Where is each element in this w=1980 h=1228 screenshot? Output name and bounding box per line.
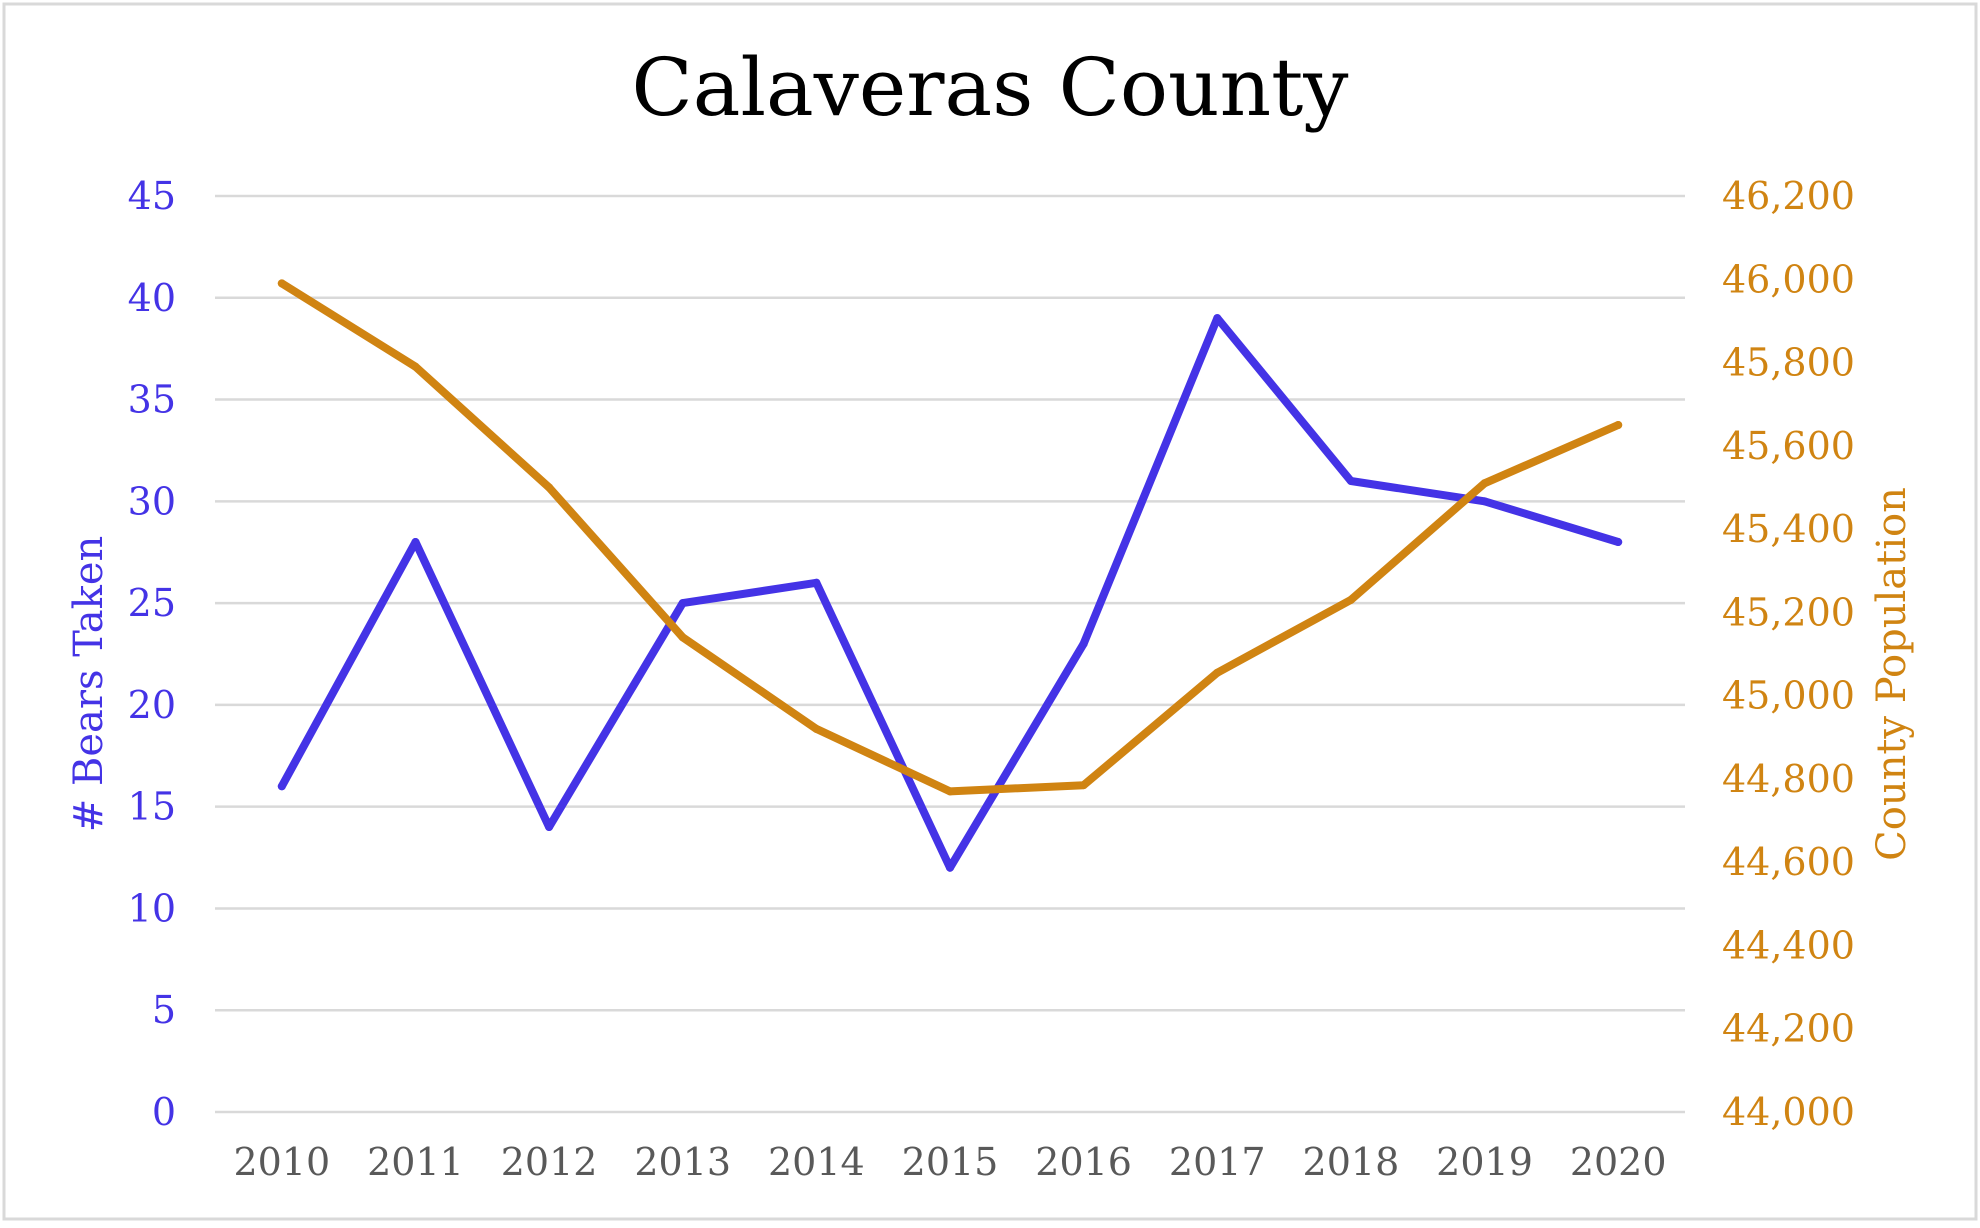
left-tick-label: 5 xyxy=(152,988,176,1032)
data-point-bears-taken xyxy=(946,863,954,872)
left-tick-label: 45 xyxy=(128,174,176,218)
data-point-bears-taken xyxy=(812,578,821,587)
data-point-bears-taken xyxy=(1480,497,1489,506)
left-tick-label: 30 xyxy=(128,479,176,523)
left-tick-label: 15 xyxy=(128,785,176,829)
data-point-bears-taken xyxy=(411,538,420,547)
x-axis-ticks: 2010 2011 2012 2013 2014 2015 2016 2017 2018 2019… xyxy=(233,1140,1666,1184)
left-tick-label: 25 xyxy=(128,581,176,625)
data-point-bears-taken xyxy=(1213,314,1222,323)
data-point-bears-taken xyxy=(545,823,554,832)
x-tick-label: 2014 xyxy=(768,1140,865,1184)
x-tick-label: 2013 xyxy=(634,1140,731,1184)
x-tick-label: 2018 xyxy=(1303,1140,1400,1184)
right-axis-title: County Population xyxy=(1869,487,1915,861)
x-tick-label: 2012 xyxy=(501,1140,598,1184)
right-tick-label: 44,000 xyxy=(1722,1090,1855,1134)
right-tick-label: 45,400 xyxy=(1722,507,1855,551)
left-tick-label: 40 xyxy=(128,276,176,320)
right-tick-label: 45,600 xyxy=(1722,424,1855,468)
left-axis-title: # Bears Taken xyxy=(66,536,112,833)
right-tick-label: 46,000 xyxy=(1722,257,1855,301)
right-tick-label: 44,800 xyxy=(1722,757,1855,801)
data-point-bears-taken xyxy=(678,599,687,608)
right-tick-label: 44,200 xyxy=(1722,1007,1855,1051)
x-tick-label: 2015 xyxy=(902,1140,999,1184)
left-tick-label: 35 xyxy=(128,378,176,422)
x-tick-label: 2010 xyxy=(233,1140,330,1184)
x-tick-label: 2020 xyxy=(1570,1140,1667,1184)
right-axis-ticks: 44,000 44,200 44,400 44,600 44,800 45,000 45,2… xyxy=(1722,174,1855,1134)
data-point-bears-taken xyxy=(1079,639,1088,648)
right-tick-label: 45,200 xyxy=(1722,590,1855,634)
x-tick-label: 2017 xyxy=(1169,1140,1266,1184)
data-point-county-population xyxy=(1480,479,1489,488)
gridlines xyxy=(215,194,1685,1114)
data-point-bears-taken xyxy=(1346,476,1355,485)
right-tick-label: 46,200 xyxy=(1722,174,1855,218)
data-point-county-population xyxy=(411,362,420,371)
series-lines xyxy=(277,279,1623,872)
data-point-county-population xyxy=(545,483,554,492)
x-tick-label: 2016 xyxy=(1035,1140,1132,1184)
left-tick-label: 10 xyxy=(128,886,176,930)
data-point-bears-taken xyxy=(277,782,286,791)
x-tick-label: 2011 xyxy=(367,1140,464,1184)
right-tick-label: 44,400 xyxy=(1722,923,1855,967)
data-point-county-population xyxy=(1079,781,1088,790)
right-tick-label: 45,000 xyxy=(1722,674,1855,718)
data-point-county-population xyxy=(1346,595,1355,604)
data-point-county-population xyxy=(812,724,821,733)
chart-title: Calaveras County xyxy=(632,41,1349,134)
data-point-county-population xyxy=(678,633,687,642)
data-point-county-population xyxy=(1614,421,1623,429)
left-axis-ticks: 0 5 10 15 20 25 30 35 40 45 xyxy=(128,174,176,1134)
data-point-county-population xyxy=(1213,668,1222,677)
left-tick-label: 20 xyxy=(128,683,176,727)
right-tick-label: 45,800 xyxy=(1722,341,1855,385)
right-tick-label: 44,600 xyxy=(1722,840,1855,884)
data-point-county-population xyxy=(277,279,286,288)
left-tick-label: 0 xyxy=(152,1090,176,1134)
x-tick-label: 2019 xyxy=(1436,1140,1533,1184)
data-point-county-population xyxy=(946,787,954,796)
data-point-bears-taken xyxy=(1614,538,1623,547)
